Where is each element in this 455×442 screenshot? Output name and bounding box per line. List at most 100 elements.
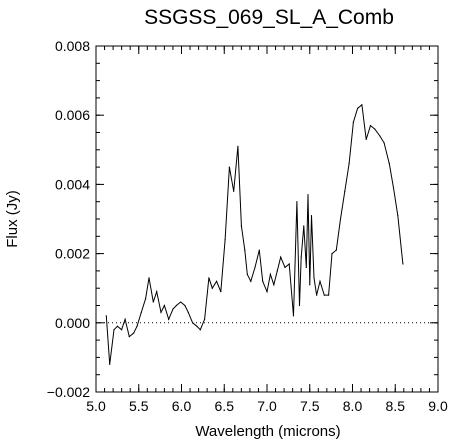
x-tick-label: 9.0 — [428, 398, 448, 414]
data-point — [113, 329, 115, 331]
data-point — [303, 225, 305, 227]
tick-label-group: 5.0 5.5 6.0 6.5 7.0 7.5 8.0 8.5 9.0 −0.002 0.000 0.… — [47, 38, 448, 414]
y-tick-label: 0.002 — [55, 246, 90, 262]
tick-group — [95, 45, 439, 393]
data-point — [319, 280, 321, 282]
data-point — [305, 266, 307, 269]
y-axis-label: Flux (Jy) — [4, 190, 21, 248]
y-tick-label: 0.000 — [55, 315, 90, 331]
data-point — [331, 253, 333, 255]
data-point — [344, 190, 346, 192]
data-point — [144, 297, 147, 300]
data-point — [233, 190, 235, 192]
data-point — [392, 187, 395, 189]
data-point — [254, 266, 256, 269]
y-tick-label: −0.002 — [47, 384, 90, 400]
data-point — [397, 214, 399, 217]
data-point — [310, 214, 313, 217]
data-point — [379, 135, 381, 137]
data-point — [152, 301, 154, 303]
x-tick-label: 8.0 — [343, 398, 363, 414]
series-line — [105, 103, 404, 365]
data-point — [383, 142, 385, 144]
data-point — [220, 291, 222, 293]
data-point — [199, 329, 201, 331]
data-point — [180, 301, 182, 303]
y-tick-label: 0.004 — [55, 176, 90, 192]
data-point — [109, 363, 111, 365]
data-point — [240, 225, 242, 227]
data-point — [250, 280, 252, 282]
data-point — [172, 308, 174, 310]
data-point — [187, 311, 189, 314]
data-point — [160, 311, 162, 314]
data-point — [335, 249, 337, 251]
y-tick-label: 0.006 — [55, 107, 90, 123]
data-point — [244, 249, 246, 251]
data-point — [298, 304, 301, 307]
data-point — [196, 325, 198, 327]
data-point — [208, 277, 210, 279]
x-tick-label: 8.5 — [386, 398, 406, 414]
data-point — [140, 311, 142, 314]
data-point — [269, 273, 272, 275]
data-point — [224, 239, 226, 241]
data-point — [402, 263, 404, 265]
data-point — [369, 124, 372, 127]
data-point — [133, 332, 135, 334]
data-point — [258, 249, 260, 251]
data-point — [184, 304, 186, 307]
data-point — [273, 284, 275, 286]
data-point — [348, 163, 350, 165]
data-point — [339, 218, 342, 220]
x-tick-label: 7.0 — [257, 398, 277, 414]
data-point — [228, 166, 230, 168]
data-point — [374, 128, 376, 130]
data-point — [124, 318, 126, 320]
data-point — [352, 121, 354, 123]
data-point — [128, 336, 130, 338]
data-point — [323, 294, 325, 296]
data-point — [313, 277, 315, 279]
data-point — [116, 325, 118, 327]
data-point — [105, 315, 107, 317]
data-point — [284, 266, 286, 269]
y-tick-label: 0.008 — [55, 38, 90, 54]
data-point — [276, 270, 278, 272]
data-point — [215, 280, 218, 282]
data-point — [315, 294, 318, 296]
data-point — [156, 291, 158, 293]
data-point — [307, 194, 309, 196]
data-point — [203, 318, 206, 320]
data-point — [246, 273, 248, 275]
data-point — [148, 277, 150, 279]
data-point — [192, 322, 194, 324]
data-point-group — [105, 104, 404, 365]
data-point — [237, 145, 239, 147]
data-point — [121, 329, 123, 331]
data-point — [262, 280, 264, 282]
x-tick-label: 6.5 — [215, 398, 235, 414]
data-point — [136, 325, 138, 327]
data-point — [175, 304, 177, 307]
x-axis-label: Wavelength (microns) — [195, 423, 340, 440]
data-point — [361, 104, 363, 106]
data-point — [266, 291, 268, 293]
data-point — [280, 256, 282, 258]
chart-title: SSGSS_069_SL_A_Comb — [144, 6, 394, 29]
x-tick-label: 6.0 — [172, 398, 192, 414]
x-tick-label: 5.5 — [129, 398, 149, 414]
data-point — [292, 315, 295, 317]
data-point — [163, 304, 165, 307]
x-tick-label: 7.5 — [300, 398, 320, 414]
data-point — [365, 138, 367, 141]
data-point — [288, 263, 290, 265]
data-point — [168, 318, 170, 320]
data-point — [327, 294, 330, 296]
x-tick-label: 5.0 — [86, 398, 106, 414]
data-point — [296, 201, 298, 203]
data-point — [388, 163, 390, 165]
data-point — [309, 284, 311, 286]
data-point — [357, 107, 359, 109]
